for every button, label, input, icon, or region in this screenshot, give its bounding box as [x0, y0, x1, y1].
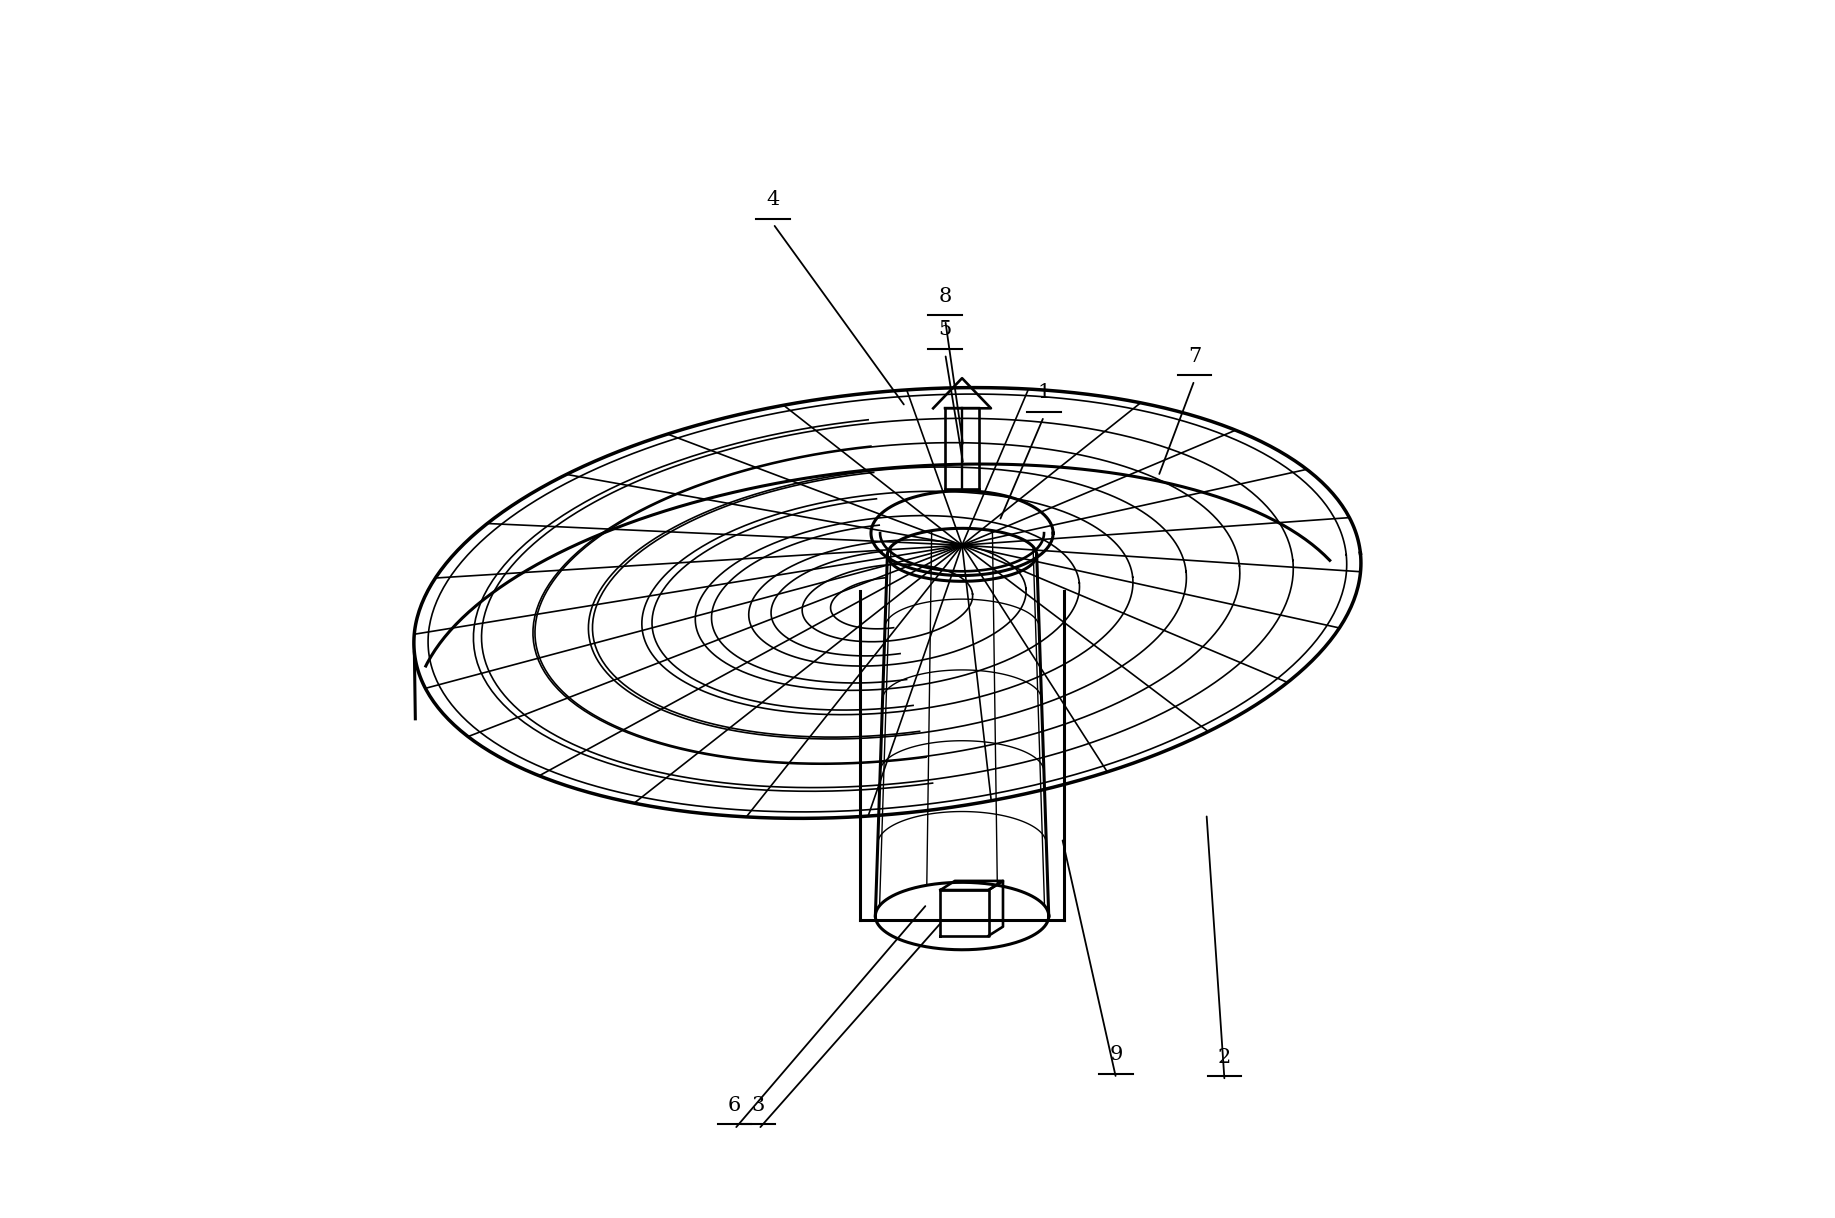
Text: 3: 3: [752, 1096, 765, 1114]
Text: 1: 1: [1037, 382, 1051, 402]
Text: 4: 4: [767, 190, 780, 209]
Text: 7: 7: [1187, 347, 1202, 365]
Text: 5: 5: [938, 320, 952, 340]
Text: 9: 9: [1110, 1045, 1123, 1065]
Text: 8: 8: [938, 286, 952, 306]
Text: 6: 6: [728, 1096, 741, 1114]
Text: 2: 2: [1218, 1047, 1231, 1067]
